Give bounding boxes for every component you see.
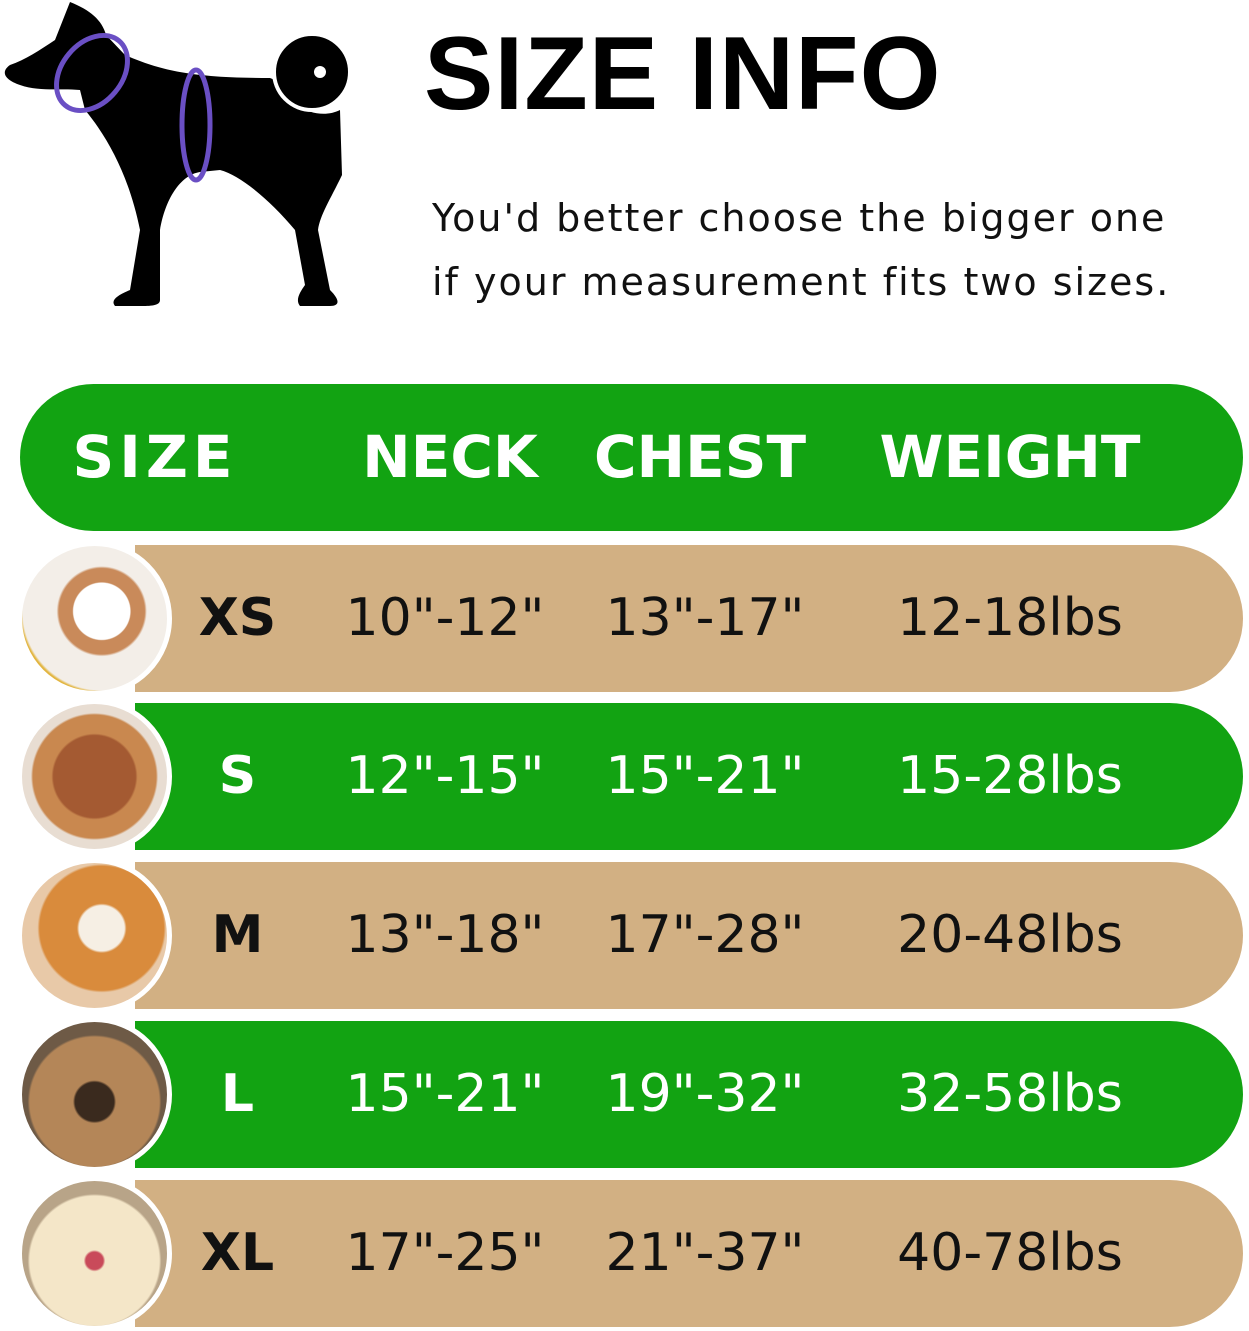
dog-photo-pomeranian (17, 541, 172, 696)
table-header: SIZE NECK CHEST WEIGHT (20, 384, 1243, 531)
size-advice-text: You'd better choose the bigger one if yo… (432, 186, 1232, 314)
dog-photo-labrador (17, 1176, 172, 1331)
table-row: S 12"-15" 15"-21" 15-28lbs (0, 699, 1249, 854)
chest-cell: 21"-37" (605, 1223, 805, 1283)
header-weight: WEIGHT (879, 423, 1141, 491)
header-size: SIZE (72, 423, 238, 491)
table-row: XS 10"-12" 13"-17" 12-18lbs (0, 541, 1249, 696)
row-bar (135, 1021, 1243, 1168)
size-cell: S (218, 746, 257, 806)
size-cell: XL (200, 1223, 275, 1283)
size-cell: XS (198, 588, 277, 648)
row-bar (135, 545, 1243, 692)
dog-silhouette-measurement-icon (4, 2, 352, 306)
neck-cell: 15"-21" (345, 1064, 545, 1124)
weight-cell: 12-18lbs (897, 588, 1123, 648)
chest-cell: 17"-28" (605, 905, 805, 965)
chest-cell: 13"-17" (605, 588, 805, 648)
neck-cell: 17"-25" (345, 1223, 545, 1283)
weight-cell: 40-78lbs (897, 1223, 1123, 1283)
header-chest: CHEST (593, 423, 807, 491)
dog-photo-shiba-inu (17, 858, 172, 1013)
neck-cell: 13"-18" (345, 905, 545, 965)
table-row: L 15"-21" 19"-32" 32-58lbs (0, 1017, 1249, 1172)
size-cell: M (211, 905, 264, 965)
chest-cell: 15"-21" (605, 746, 805, 806)
row-bar (135, 703, 1243, 850)
row-bar (135, 1180, 1243, 1327)
neck-cell: 12"-15" (345, 746, 545, 806)
subtitle-line-2: if your measurement fits two sizes. (432, 260, 1171, 304)
dog-photo-french-bulldog (17, 1017, 172, 1172)
chest-cell: 19"-32" (605, 1064, 805, 1124)
table-row: M 13"-18" 17"-28" 20-48lbs (0, 858, 1249, 1013)
page-title: SIZE INFO (424, 16, 942, 132)
size-cell: L (220, 1064, 255, 1124)
weight-cell: 32-58lbs (897, 1064, 1123, 1124)
row-bar (135, 862, 1243, 1009)
neck-cell: 10"-12" (345, 588, 545, 648)
weight-cell: 20-48lbs (897, 905, 1123, 965)
dog-photo-poodle (17, 699, 172, 854)
subtitle-line-1: You'd better choose the bigger one (432, 196, 1167, 240)
table-row: XL 17"-25" 21"-37" 40-78lbs (0, 1176, 1249, 1331)
weight-cell: 15-28lbs (897, 746, 1123, 806)
header-neck: NECK (362, 423, 538, 491)
